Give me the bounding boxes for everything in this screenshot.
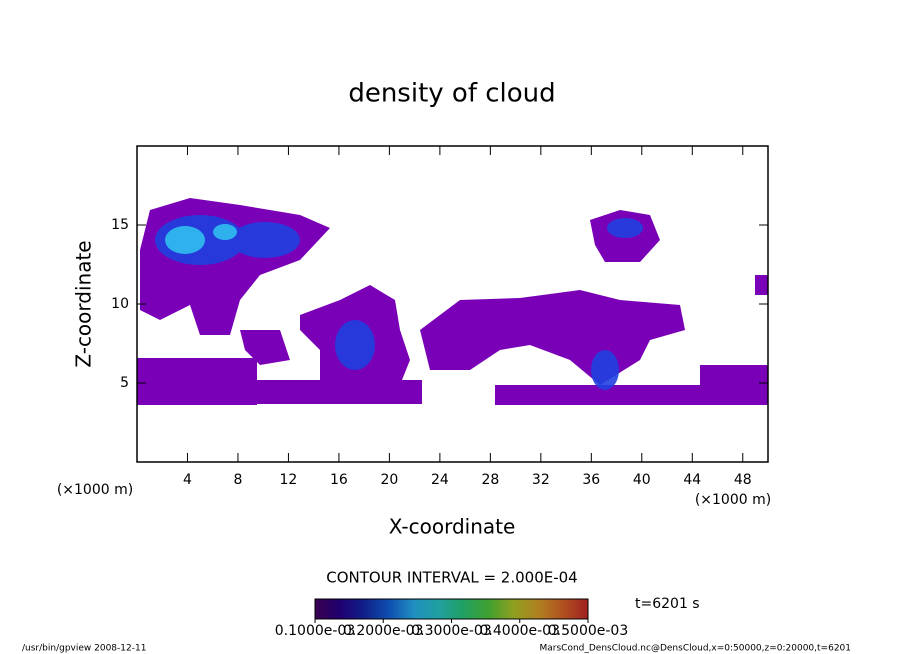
- x-tick-label: 12: [280, 472, 298, 488]
- x-tick-label: 16: [330, 472, 348, 488]
- colorbar-tick-label: 0.1000e-03: [275, 623, 355, 639]
- x-tick-label: 40: [633, 472, 651, 488]
- cloud-peak: [165, 226, 205, 254]
- cloud-region: [755, 275, 768, 295]
- y-axis-label: Z-coordinate: [72, 240, 96, 367]
- footer-right: MarsCond_DensCloud.nc@DensCloud,x=0:5000…: [540, 644, 852, 654]
- x-tick-label: 36: [582, 472, 600, 488]
- x-tick-label: 28: [481, 472, 499, 488]
- chart-title: density of cloud: [348, 79, 555, 109]
- colorbar-tick-label: 0.2000e-03: [343, 623, 423, 639]
- cloud-region: [495, 385, 768, 405]
- cloud-peak: [213, 224, 237, 240]
- cloud-core: [607, 218, 643, 238]
- cloud-peaks: [165, 224, 237, 254]
- cloud-region: [240, 330, 290, 365]
- cloud-core: [335, 320, 375, 370]
- x-tick-label: 8: [233, 472, 242, 488]
- x-tick-label: 4: [183, 472, 192, 488]
- contour-interval: CONTOUR INTERVAL = 2.000E-04: [326, 569, 577, 587]
- cloud-core: [591, 350, 619, 390]
- colorbar: [314, 598, 589, 620]
- cloud-region: [700, 365, 768, 405]
- colorbar-tick-label: 0.5000e-03: [548, 623, 628, 639]
- time-label: t=6201 s: [635, 596, 700, 612]
- y-tick-label: 5: [120, 375, 129, 391]
- footer-left: /usr/bin/gpview 2008-12-11: [22, 644, 146, 654]
- x-unit: (×1000 m): [695, 492, 771, 508]
- x-tick-label: 24: [431, 472, 449, 488]
- y-tick-label: 10: [111, 296, 129, 312]
- x-axis-label: X-coordinate: [389, 515, 516, 539]
- x-tick-label: 44: [683, 472, 701, 488]
- cloud-region: [420, 290, 685, 385]
- y-tick-label: 15: [111, 217, 129, 233]
- colorbar-tick-label: 0.4000e-03: [480, 623, 560, 639]
- cloud-core: [230, 222, 300, 258]
- x-tick-label: 48: [734, 472, 752, 488]
- x-tick-label: 20: [380, 472, 398, 488]
- x-unit-left: (×1000 m): [57, 482, 133, 498]
- x-tick-label: 32: [532, 472, 550, 488]
- colorbar-tick-label: 0.3000e-03: [411, 623, 491, 639]
